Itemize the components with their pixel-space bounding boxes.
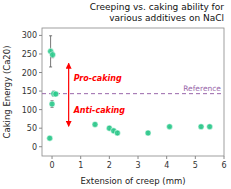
title-line: various additives on NaCl — [109, 13, 224, 23]
x-tick-label: 3 — [135, 161, 140, 170]
x-tick-label: 0 — [49, 161, 54, 170]
y-tick — [39, 53, 42, 54]
point — [47, 135, 53, 141]
y-axis-label: Caking Energy (Ca20) — [2, 46, 12, 139]
y-tick-label: 100 — [22, 106, 37, 115]
reference-label: Reference — [183, 84, 221, 93]
annotation: Pro-caking — [74, 74, 122, 83]
x-tick-label: 6 — [221, 161, 226, 170]
point — [198, 124, 204, 130]
annotation: Anti-caking — [73, 106, 126, 115]
x-tick-label: 5 — [193, 161, 198, 170]
x-tick — [80, 156, 81, 159]
point — [53, 91, 59, 97]
y-tick-label: 50 — [27, 124, 37, 133]
point — [50, 52, 56, 58]
error-bar-cap — [49, 35, 52, 36]
title: Creeping vs. caking ability forvarious a… — [90, 2, 225, 23]
x-tick — [224, 156, 225, 159]
y-tick-label: 200 — [22, 69, 37, 78]
x-axis-label: Extension of creep (mm) — [80, 176, 185, 186]
x-tick-label: 1 — [78, 161, 83, 170]
x-tick — [138, 156, 139, 159]
y-tick-label: 300 — [22, 31, 37, 40]
x-tick — [52, 156, 53, 159]
title-line: Creeping vs. caking ability for — [90, 2, 225, 12]
plot-frame — [42, 28, 224, 156]
x-tick — [195, 156, 196, 159]
point — [207, 124, 213, 130]
y-tick — [39, 35, 42, 36]
y-tick — [39, 72, 42, 73]
error-bar-cap — [49, 66, 52, 67]
point — [92, 121, 98, 127]
reference-line — [42, 93, 224, 94]
y-tick — [39, 128, 42, 129]
x-tick — [166, 156, 167, 159]
x-tick-label: 2 — [107, 161, 112, 170]
plot-area — [42, 36, 224, 141]
y-tick-label: 250 — [22, 50, 37, 59]
y-tick-label: 0 — [32, 143, 37, 152]
arrow — [68, 63, 69, 126]
y-tick — [39, 146, 42, 147]
point — [114, 130, 120, 136]
point — [49, 101, 55, 107]
y-tick-label: 150 — [22, 87, 37, 96]
y-tick — [39, 109, 42, 110]
x-tick — [109, 156, 110, 159]
y-tick — [39, 91, 42, 92]
chart: 0 1 2 3 4 5 6 0 50 100 150 200 250 300 Extension of cr… — [0, 0, 231, 189]
point — [167, 124, 173, 130]
point — [145, 130, 151, 136]
x-tick-label: 4 — [164, 161, 169, 170]
